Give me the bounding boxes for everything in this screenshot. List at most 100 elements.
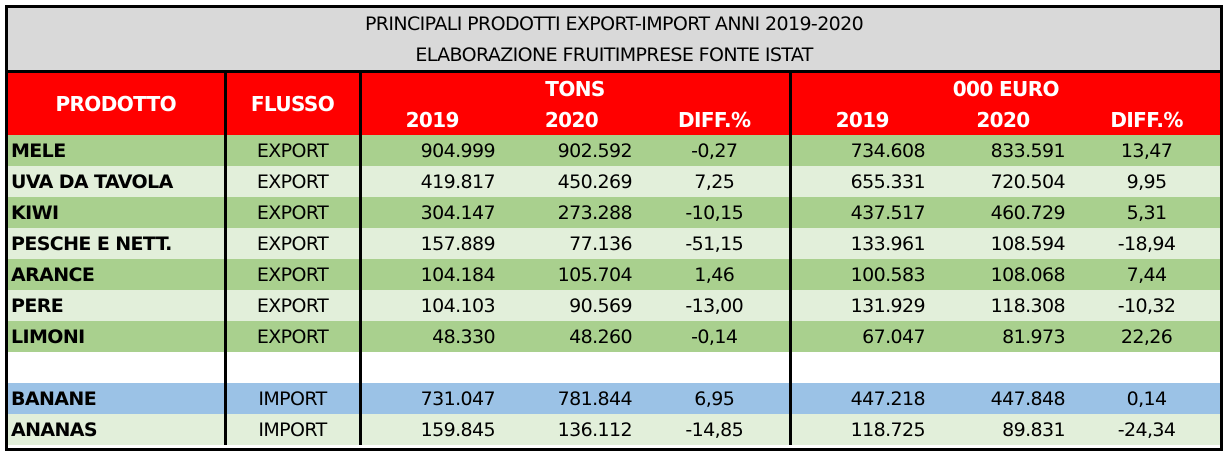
cell-flusso: EXPORT bbox=[223, 135, 360, 166]
cell-ediff: -18,94 bbox=[1073, 228, 1221, 259]
cell-e2019: 133.961 bbox=[788, 228, 933, 259]
cell-prodotto: LIMONI bbox=[8, 321, 225, 352]
cell-e2020: 720.504 bbox=[933, 166, 1073, 197]
table-subtitle: ELABORAZIONE FRUITIMPRESE FONTE ISTAT bbox=[8, 39, 1221, 72]
cell-ediff: -24,34 bbox=[1073, 414, 1221, 445]
empty-cell bbox=[640, 352, 790, 383]
cell-prodotto: BANANE bbox=[8, 383, 225, 414]
cell-flusso: IMPORT bbox=[223, 414, 360, 445]
empty-cell bbox=[8, 352, 225, 383]
table-row: UVA DA TAVOLA EXPORT 419.817 450.269 7,25 655… bbox=[8, 166, 1221, 197]
cell-e2020: 833.591 bbox=[933, 135, 1073, 166]
cell-flusso: EXPORT bbox=[223, 197, 360, 228]
empty-cell bbox=[1073, 352, 1221, 383]
cell-e2020: 460.729 bbox=[933, 197, 1073, 228]
cell-ediff: 7,44 bbox=[1073, 259, 1221, 290]
cell-flusso: EXPORT bbox=[223, 166, 360, 197]
cell-e2020: 447.848 bbox=[933, 383, 1073, 414]
cell-t2019: 419.817 bbox=[358, 166, 503, 197]
cell-prodotto: ARANCE bbox=[8, 259, 225, 290]
header-tons-2019: 2019 bbox=[358, 104, 503, 135]
table-title: PRINCIPALI PRODOTTI EXPORT-IMPORT ANNI 2… bbox=[8, 8, 1221, 39]
header-euro-diff: DIFF.% bbox=[1073, 104, 1221, 135]
cell-e2019: 655.331 bbox=[788, 166, 933, 197]
export-import-table: PRINCIPALI PRODOTTI EXPORT-IMPORT ANNI 2… bbox=[5, 5, 1223, 451]
cell-flusso: EXPORT bbox=[223, 290, 360, 321]
cell-tdiff: 7,25 bbox=[640, 166, 790, 197]
table-row: KIWI EXPORT 304.147 273.288 -10,15 437.517 460… bbox=[8, 197, 1221, 228]
cell-t2019: 304.147 bbox=[358, 197, 503, 228]
cell-t2019: 104.103 bbox=[358, 290, 503, 321]
cell-prodotto: KIWI bbox=[8, 197, 225, 228]
cell-t2019: 104.184 bbox=[358, 259, 503, 290]
cell-flusso: IMPORT bbox=[223, 383, 360, 414]
cell-tdiff: -13,00 bbox=[640, 290, 790, 321]
table-row: PESCHE E NETT. EXPORT 157.889 77.136 -51,15 1… bbox=[8, 228, 1221, 259]
header-tons-diff: DIFF.% bbox=[640, 104, 790, 135]
cell-prodotto: PESCHE E NETT. bbox=[8, 228, 225, 259]
empty-cell bbox=[788, 352, 933, 383]
cell-e2019: 447.218 bbox=[788, 383, 933, 414]
cell-ediff: 13,47 bbox=[1073, 135, 1221, 166]
cell-e2019: 67.047 bbox=[788, 321, 933, 352]
cell-e2020: 81.973 bbox=[933, 321, 1073, 352]
spacer-row bbox=[8, 352, 1221, 383]
cell-t2019: 159.845 bbox=[358, 414, 503, 445]
table-row: MELE EXPORT 904.999 902.592 -0,27 734.608 833.… bbox=[8, 135, 1221, 166]
header-prodotto: PRODOTTO bbox=[8, 70, 225, 135]
cell-t2019: 157.889 bbox=[358, 228, 503, 259]
cell-tdiff: -14,85 bbox=[640, 414, 790, 445]
cell-tdiff: -0,27 bbox=[640, 135, 790, 166]
cell-e2020: 108.594 bbox=[933, 228, 1073, 259]
cell-t2020: 781.844 bbox=[503, 383, 640, 414]
table-row: PERE EXPORT 104.103 90.569 -13,00 131.929 118.… bbox=[8, 290, 1221, 321]
header-euro-2020: 2020 bbox=[933, 104, 1073, 135]
cell-ediff: 9,95 bbox=[1073, 166, 1221, 197]
cell-t2020: 902.592 bbox=[503, 135, 640, 166]
header-flusso: FLUSSO bbox=[223, 70, 360, 135]
header-euro: 000 EURO bbox=[788, 70, 1221, 104]
cell-t2019: 904.999 bbox=[358, 135, 503, 166]
cell-t2019: 731.047 bbox=[358, 383, 503, 414]
empty-cell bbox=[933, 352, 1073, 383]
cell-flusso: EXPORT bbox=[223, 228, 360, 259]
table-row: ANANAS IMPORT 159.845 136.112 -14,85 118.725 8… bbox=[8, 414, 1221, 445]
cell-t2020: 105.704 bbox=[503, 259, 640, 290]
cell-e2019: 100.583 bbox=[788, 259, 933, 290]
cell-ediff: 5,31 bbox=[1073, 197, 1221, 228]
cell-flusso: EXPORT bbox=[223, 321, 360, 352]
table-row: BANANE IMPORT 731.047 781.844 6,95 447.218 447… bbox=[8, 383, 1221, 414]
cell-tdiff: -51,15 bbox=[640, 228, 790, 259]
cell-e2020: 108.068 bbox=[933, 259, 1073, 290]
cell-ediff: 22,26 bbox=[1073, 321, 1221, 352]
cell-t2020: 450.269 bbox=[503, 166, 640, 197]
cell-prodotto: UVA DA TAVOLA bbox=[8, 166, 225, 197]
cell-t2019: 48.330 bbox=[358, 321, 503, 352]
cell-ediff: -10,32 bbox=[1073, 290, 1221, 321]
header-euro-2019: 2019 bbox=[788, 104, 933, 135]
table-row: LIMONI EXPORT 48.330 48.260 -0,14 67.047 81.97… bbox=[8, 321, 1221, 352]
cell-t2020: 48.260 bbox=[503, 321, 640, 352]
cell-prodotto: MELE bbox=[8, 135, 225, 166]
table-row: ARANCE EXPORT 104.184 105.704 1,46 100.583 108… bbox=[8, 259, 1221, 290]
cell-prodotto: ANANAS bbox=[8, 414, 225, 445]
header-tons-2020: 2020 bbox=[503, 104, 640, 135]
empty-cell bbox=[358, 352, 503, 383]
cell-e2019: 118.725 bbox=[788, 414, 933, 445]
cell-t2020: 273.288 bbox=[503, 197, 640, 228]
cell-t2020: 77.136 bbox=[503, 228, 640, 259]
cell-tdiff: -0,14 bbox=[640, 321, 790, 352]
cell-e2020: 89.831 bbox=[933, 414, 1073, 445]
cell-e2019: 131.929 bbox=[788, 290, 933, 321]
header-tons: TONS bbox=[358, 70, 790, 104]
cell-t2020: 136.112 bbox=[503, 414, 640, 445]
cell-tdiff: 1,46 bbox=[640, 259, 790, 290]
empty-cell bbox=[503, 352, 640, 383]
cell-e2019: 734.608 bbox=[788, 135, 933, 166]
cell-ediff: 0,14 bbox=[1073, 383, 1221, 414]
cell-e2019: 437.517 bbox=[788, 197, 933, 228]
cell-e2020: 118.308 bbox=[933, 290, 1073, 321]
empty-cell bbox=[223, 352, 360, 383]
cell-t2020: 90.569 bbox=[503, 290, 640, 321]
cell-flusso: EXPORT bbox=[223, 259, 360, 290]
